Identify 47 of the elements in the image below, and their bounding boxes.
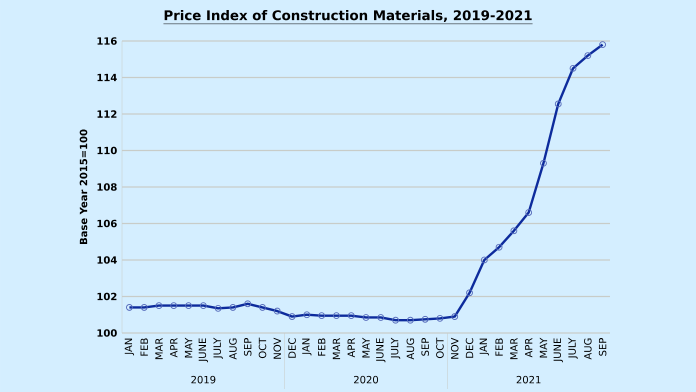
y-tick-label: 114 [98, 74, 117, 82]
x-tick-label: JUNE [554, 338, 563, 362]
x-tick-label: MAY [540, 338, 548, 358]
y-tick-label: 102 [98, 292, 116, 300]
chart-title: Price Index of Construction Materials, 2019-2021 [164, 10, 532, 22]
x-tick-label: MAR [332, 338, 340, 360]
x-tick-label: OCT [436, 338, 444, 358]
y-tick-label: 104 [98, 256, 117, 264]
x-tick-label: APR [525, 338, 532, 358]
x-tick-label: AUG [584, 338, 592, 360]
x-tick-label: MAY [362, 338, 370, 358]
x-tick-label: JAN [302, 338, 312, 356]
y-tick-label: 112 [98, 110, 116, 118]
x-tick-label: JULY [390, 338, 400, 359]
text: 2021 [516, 376, 540, 384]
x-tick-label: JULY [568, 338, 578, 359]
y-tick-label: 108 [98, 183, 117, 191]
x-tick-label: APR [170, 338, 178, 358]
x-tick-label: JUNE [198, 338, 208, 362]
y-tick-label: 106 [98, 220, 117, 228]
x-tick-label: JUNE [376, 338, 386, 362]
x-tick-label: MAY [184, 338, 192, 358]
x-tick-label: AUG [406, 338, 414, 360]
x-tick-label: NOV [273, 338, 282, 359]
text: 2020 [354, 376, 378, 384]
x-tick-label: SEP [421, 338, 429, 356]
y-tick-label: 110 [98, 146, 117, 154]
x-tick-label: DEC [288, 338, 296, 358]
x-tick-label: AUG [229, 338, 237, 360]
x-tick-label: FEB [318, 338, 326, 356]
x-tick-label: OCT [258, 338, 266, 358]
y-tick-label: 116 [98, 37, 117, 45]
text: 2019 [191, 376, 216, 384]
x-tick-label: JULY [213, 338, 223, 359]
x-tick-label: MAR [510, 338, 518, 360]
x-tick-label: FEB [140, 338, 148, 356]
x-tick-label: MAR [155, 338, 163, 360]
x-tick-label: SEP [244, 338, 252, 356]
x-tick-label: NOV [450, 338, 459, 359]
y-axis-title: Base Year 2015=100 [80, 130, 88, 244]
x-tick-label: APR [348, 338, 355, 358]
x-tick-label: JAN [124, 338, 134, 356]
x-tick-label: DEC [466, 338, 474, 358]
x-tick-label: FEB [495, 338, 503, 356]
x-tick-label: JAN [480, 338, 489, 356]
x-tick-label: SEP [598, 338, 606, 356]
y-tick-label: 100 [98, 329, 117, 337]
